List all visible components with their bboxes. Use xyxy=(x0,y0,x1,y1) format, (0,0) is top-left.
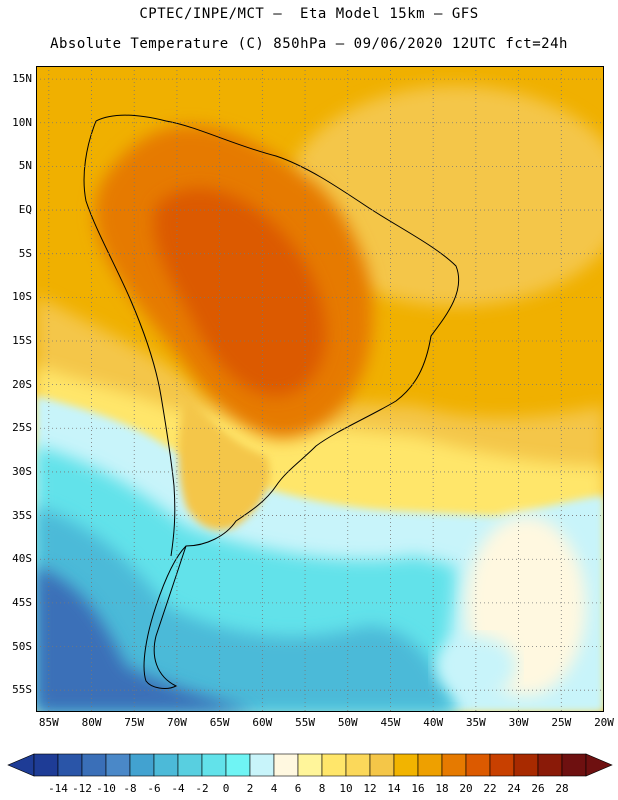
colorbar-swatch xyxy=(249,753,275,777)
colorbar-swatch xyxy=(105,753,131,777)
colorbar-arrow-left xyxy=(7,753,35,777)
lon-label: 80W xyxy=(81,716,102,729)
colorbar-arrow-right xyxy=(585,753,613,777)
lat-label: 5S xyxy=(18,246,32,260)
colorbar-tick-label: 10 xyxy=(339,782,353,795)
map-border xyxy=(36,66,604,712)
lat-label: 20S xyxy=(12,377,32,391)
colorbar-swatch xyxy=(33,753,59,777)
colorbar-swatch xyxy=(81,753,107,777)
lat-label: 55S xyxy=(12,683,32,697)
lon-label: 30W xyxy=(508,716,529,729)
colorbar-tick-label: -8 xyxy=(123,782,137,795)
lon-label: 20W xyxy=(594,716,614,729)
colorbar-tick-label: -6 xyxy=(147,782,161,795)
colorbar-swatch xyxy=(561,753,587,777)
colorbar-swatch xyxy=(393,753,419,777)
colorbar-tick-label: 16 xyxy=(411,782,425,795)
colorbar-swatch xyxy=(513,753,539,777)
colorbar-swatch xyxy=(465,753,491,777)
lon-label: 60W xyxy=(252,716,273,729)
lat-label: 35S xyxy=(12,508,32,522)
colorbar-swatch xyxy=(537,753,563,777)
lon-label: 25W xyxy=(551,716,572,729)
colorbar-swatch xyxy=(441,753,467,777)
lat-label: 45S xyxy=(12,595,32,609)
lon-label: 70W xyxy=(166,716,187,729)
colorbar-swatch xyxy=(225,753,251,777)
continent-south-warm xyxy=(178,396,270,530)
colorbar-tick-label: 24 xyxy=(507,782,521,795)
chart-title-line2: Absolute Temperature (C) 850hPa — 09/06/… xyxy=(50,36,568,52)
colorbar-tick-label: 28 xyxy=(555,782,569,795)
colorbar xyxy=(7,753,613,777)
lon-label: 65W xyxy=(209,716,230,729)
colorbar-tick-label: 12 xyxy=(363,782,377,795)
colorbar-tick-label: -4 xyxy=(171,782,185,795)
lon-label: 45W xyxy=(380,716,401,729)
colorbar-swatch xyxy=(297,753,323,777)
colorbar-tick-label: -12 xyxy=(72,782,92,795)
lat-label: 40S xyxy=(12,552,32,566)
field-patch xyxy=(286,86,604,306)
lat-label: 50S xyxy=(12,639,32,653)
lon-label: 40W xyxy=(423,716,444,729)
lat-label: 10N xyxy=(12,115,32,129)
map-plot xyxy=(36,66,604,712)
colorbar-swatch xyxy=(129,753,155,777)
lat-label: 5N xyxy=(18,159,32,173)
lon-label: 55W xyxy=(295,716,315,729)
lat-label: 25S xyxy=(12,421,32,435)
chart-title-line1: CPTEC/INPE/MCT — Eta Model 15km — GFS xyxy=(139,6,479,22)
colorbar-swatch xyxy=(57,753,83,777)
colorbar-swatch xyxy=(177,753,203,777)
lon-label: 35W xyxy=(465,716,486,729)
map-frame xyxy=(36,66,604,712)
continent-hot xyxy=(154,188,326,396)
colorbar-swatch xyxy=(273,753,299,777)
lon-label: 85W xyxy=(38,716,59,729)
lat-label: 10S xyxy=(12,290,32,304)
colorbar-tick-label: 0 xyxy=(222,782,230,795)
colorbar-swatch xyxy=(369,753,395,777)
colorbar-swatch xyxy=(489,753,515,777)
colorbar-swatch xyxy=(345,753,371,777)
lat-label: 15N xyxy=(12,72,32,86)
colorbar-tick-label: 8 xyxy=(318,782,326,795)
colorbar-tick-label: 14 xyxy=(387,782,401,795)
graticule xyxy=(36,66,604,712)
lon-label: 75W xyxy=(124,716,145,729)
field-band-0 xyxy=(36,506,456,712)
colorbar-tick-label: 4 xyxy=(270,782,278,795)
colorbar-swatch xyxy=(201,753,227,777)
lat-label: 30S xyxy=(12,464,32,478)
lon-label: 50W xyxy=(337,716,358,729)
colorbar-tick-label: 18 xyxy=(435,782,449,795)
colorbar-tick-label: 20 xyxy=(459,782,473,795)
lat-label: EQ xyxy=(18,203,32,217)
field-band-minus6 xyxy=(36,566,256,712)
coastline xyxy=(83,114,460,689)
colorbar-tick-label: -10 xyxy=(96,782,116,795)
colorbar-tick-label: 22 xyxy=(483,782,497,795)
colorbar-tick-label: 26 xyxy=(531,782,545,795)
colorbar-tick-label: -14 xyxy=(48,782,68,795)
colorbar-swatch xyxy=(417,753,443,777)
lat-label: 15S xyxy=(12,333,32,347)
colorbar-swatch xyxy=(153,753,179,777)
colorbar-tick-label: -2 xyxy=(195,782,209,795)
colorbar-tick-label: 2 xyxy=(246,782,254,795)
colorbar-tick-label: 6 xyxy=(294,782,302,795)
colorbar-swatch xyxy=(321,753,347,777)
